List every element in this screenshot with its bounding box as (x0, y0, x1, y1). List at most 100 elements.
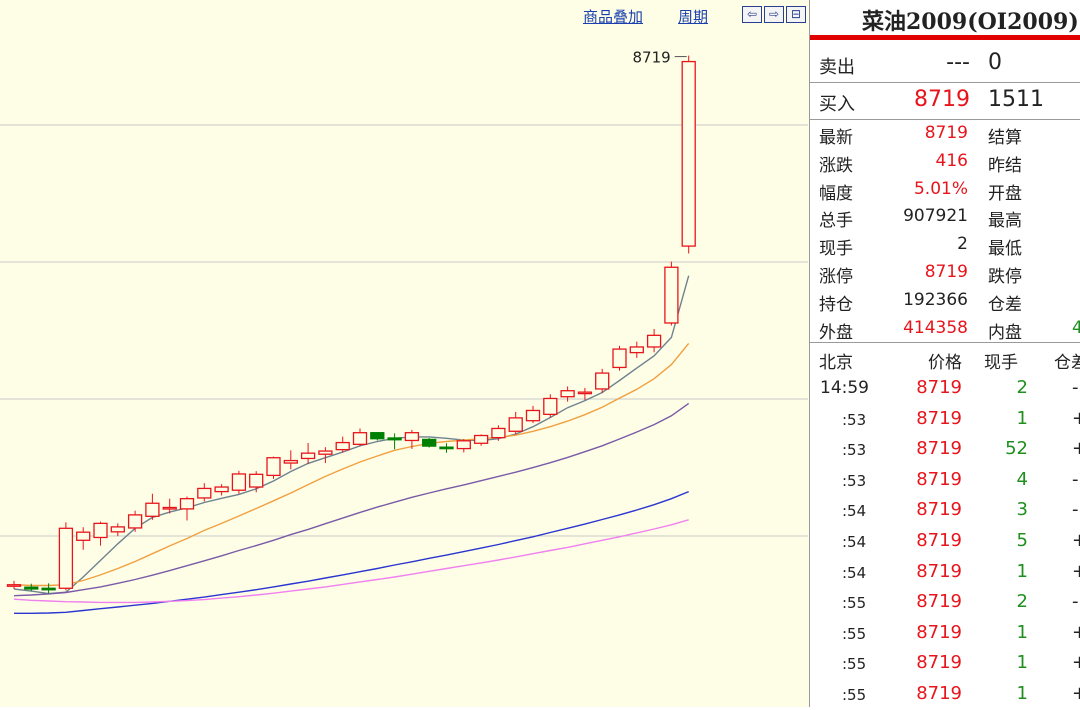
stat-row: 涨停 8719 跌停 (810, 260, 1080, 287)
sell-qty: 0 (988, 50, 1002, 75)
tick-time: :54 (842, 533, 867, 551)
candle-body (473, 434, 489, 444)
candle-body (249, 473, 264, 488)
peak-price-label: 8719 (633, 49, 671, 67)
divider (810, 342, 1080, 343)
tick-price: 8719 (916, 560, 962, 582)
stat-value: 192366 (903, 289, 968, 310)
tick-time: :54 (842, 502, 867, 521)
tick-row: :54 8719 1 + (810, 558, 1080, 588)
candle-body (456, 440, 471, 450)
candle-body (664, 266, 679, 324)
buy-label: 买入 (819, 94, 855, 115)
stat-row: 持仓 192366 仓差 (810, 288, 1080, 315)
stat-label: 外盘 (819, 322, 853, 343)
overlay-commodity-link[interactable]: 商品叠加 (583, 8, 644, 26)
sell-price: --- (946, 50, 970, 75)
stat-value: 8719 (924, 262, 968, 282)
tick-position-change: + (1072, 438, 1080, 460)
candlestick-chart[interactable]: 8719 (0, 28, 808, 707)
candle-body (127, 514, 143, 529)
tick-volume: 3 (1016, 499, 1028, 521)
candle-body (681, 60, 696, 247)
candle-body (422, 438, 437, 447)
candle-body (41, 587, 56, 591)
chart-toolbar: 商品叠加 周期 ⇦ ⇨ ⊟ (0, 0, 810, 28)
stat-label-2: 仓差 (988, 294, 1022, 315)
candle-body (318, 450, 333, 455)
tick-volume: 2 (1016, 591, 1028, 613)
period-link[interactable]: 周期 (678, 8, 709, 26)
tick-time: :53 (842, 410, 867, 429)
divider (810, 82, 1080, 83)
candle-body (162, 506, 177, 510)
candle-body (352, 432, 368, 445)
tick-time: :53 (842, 441, 867, 460)
tick-row: :53 8719 52 + (810, 435, 1080, 465)
ticks-header-vol: 现手 (984, 353, 1018, 373)
ticks-header-price: 价格 (928, 353, 962, 373)
stat-label-2: 跌停 (988, 267, 1022, 287)
candle-body (370, 432, 385, 440)
tick-price: 8719 (916, 438, 962, 460)
stat-row: 幅度 5.01% 开盘 (810, 177, 1080, 204)
stat-row: 最新 8719 结算 (810, 121, 1080, 148)
candle-body (266, 457, 281, 477)
tick-time: :53 (842, 471, 867, 490)
sell-row: 卖出 --- 0 (810, 48, 1080, 82)
stat-row: 现手 2 最低 (810, 232, 1080, 259)
tick-price: 8719 (916, 652, 962, 674)
tick-price: 8719 (916, 377, 962, 398)
tick-position-change: + (1072, 407, 1080, 429)
tick-time: :55 (842, 686, 867, 704)
tick-row: :55 8719 1 + (810, 619, 1080, 649)
kline-chart-panel: 商品叠加 周期 ⇦ ⇨ ⊟ 8719 (0, 0, 810, 707)
tick-price: 8719 (916, 499, 962, 521)
divider (810, 119, 1080, 120)
moving-average-line (13, 519, 689, 604)
candle-body (214, 486, 229, 493)
stat-value-2: 4 (1072, 317, 1080, 338)
tick-position-change: + (1072, 560, 1080, 582)
stat-value: 2 (957, 234, 968, 255)
stat-label: 最新 (819, 128, 853, 148)
tick-row: :55 8719 2 - (810, 588, 1080, 618)
moving-average-line (13, 275, 690, 595)
tick-volume: 1 (1016, 621, 1028, 643)
candle-body (76, 531, 91, 541)
tick-row: :54 8719 5 + (810, 527, 1080, 557)
tick-volume: 52 (1005, 438, 1028, 460)
candle-body (110, 526, 125, 533)
candle-body (577, 391, 593, 395)
nav-left-button[interactable]: ⇦ (742, 6, 762, 23)
stat-row: 涨跌 416 昨结 (810, 149, 1080, 176)
candle-body (387, 437, 402, 441)
tick-position-change: + (1072, 652, 1080, 674)
tick-time: 14:59 (820, 378, 869, 398)
candle-body (629, 346, 644, 354)
tick-row: :54 8719 3 - (810, 496, 1080, 526)
buy-price: 8719 (914, 87, 970, 112)
candle-body (560, 390, 575, 398)
candle-body (197, 487, 212, 499)
candle-body (439, 446, 454, 450)
candle-body (58, 527, 74, 589)
tick-position-change: - (1072, 468, 1079, 490)
candle-body (525, 409, 541, 422)
candle-body (93, 522, 108, 539)
contract-title: 菜油2009(OI2009) (862, 9, 1079, 35)
stat-value: 5.01% (913, 178, 968, 199)
tick-time: :55 (842, 655, 867, 674)
tick-time: :54 (842, 563, 867, 582)
sell-label: 卖出 (819, 57, 855, 78)
candle-body (24, 586, 39, 590)
tick-price: 8719 (916, 530, 962, 551)
moving-average-line (13, 342, 690, 587)
layout-toggle-button[interactable]: ⊟ (786, 6, 806, 23)
stat-label: 涨跌 (819, 155, 853, 176)
candle-body (231, 473, 247, 491)
nav-right-button[interactable]: ⇨ (764, 6, 784, 23)
stat-label-2: 开盘 (988, 183, 1022, 204)
candle-body (543, 397, 558, 416)
tick-price: 8719 (916, 407, 962, 429)
